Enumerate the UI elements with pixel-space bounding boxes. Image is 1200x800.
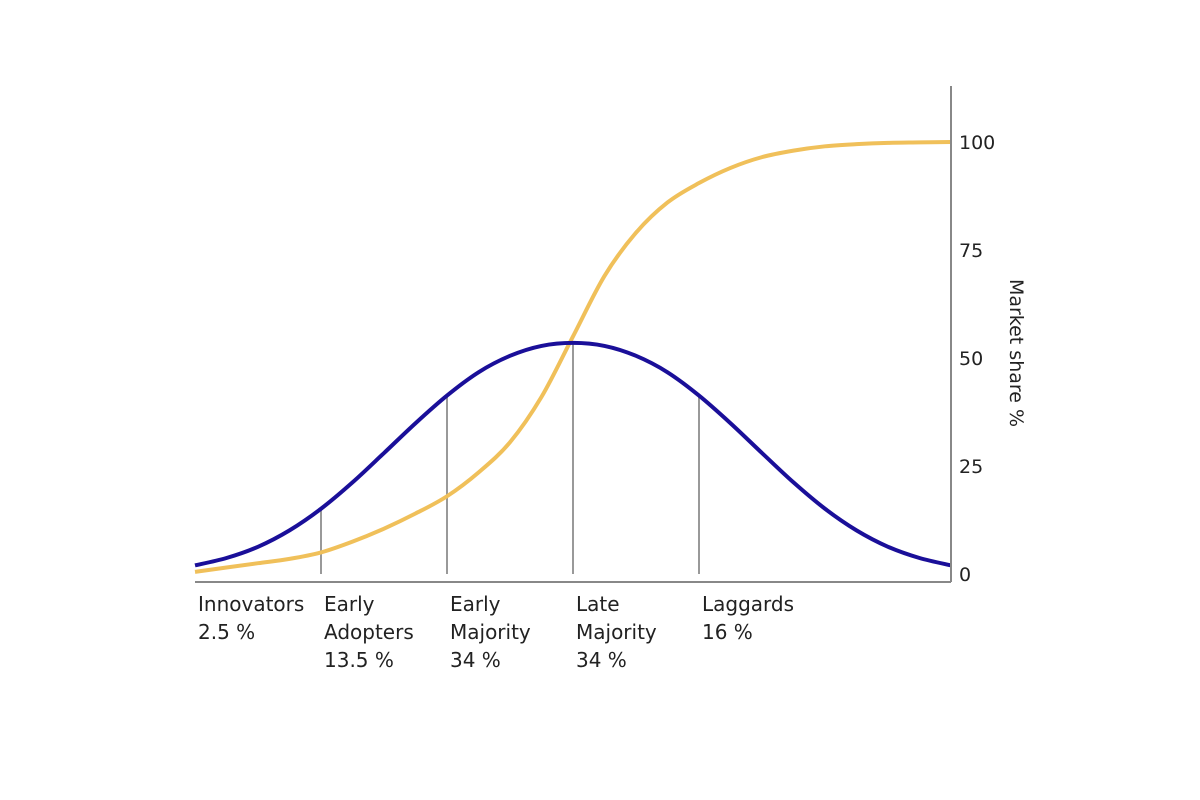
segment-label-line: Late <box>576 592 620 616</box>
segment-label-5: Laggards 16 % <box>702 592 794 644</box>
segment-label-line: Early <box>450 592 501 616</box>
segment-label-4: Late Majority 34 % <box>576 592 657 672</box>
segment-dividers <box>320 342 700 574</box>
segment-label-line: 13.5 % <box>324 648 394 672</box>
segment-label-line: Early <box>324 592 375 616</box>
segment-label-line: 34 % <box>450 648 501 672</box>
segment-label-line: 34 % <box>576 648 627 672</box>
segment-label-line: Majority <box>450 620 531 644</box>
segment-label-3: Early Majority 34 % <box>450 592 531 672</box>
segment-label-line: 2.5 % <box>198 620 255 644</box>
segment-labels: Innovators 2.5 % Early Adopters 13.5 % Early M… <box>198 592 794 672</box>
y-tick-label: 100 <box>959 132 995 154</box>
y-axis-ticks: 0 25 50 75 100 <box>959 132 995 586</box>
segment-label-1: Innovators 2.5 % <box>198 592 304 644</box>
y-axis-title: Market share % <box>1005 279 1027 427</box>
y-tick-label: 0 <box>959 564 971 586</box>
segment-label-line: Adopters <box>324 620 414 644</box>
y-tick-label: 75 <box>959 240 983 262</box>
market-share-curve <box>194 140 952 574</box>
y-tick-label: 50 <box>959 348 983 370</box>
segment-label-line: Majority <box>576 620 657 644</box>
y-tick-label: 25 <box>959 456 983 478</box>
segment-label-line: Laggards <box>702 592 794 616</box>
segment-label-line: Innovators <box>198 592 304 616</box>
segment-label-2: Early Adopters 13.5 % <box>324 592 414 672</box>
segment-label-line: 16 % <box>702 620 753 644</box>
adoption-bell-curve <box>194 340 952 568</box>
